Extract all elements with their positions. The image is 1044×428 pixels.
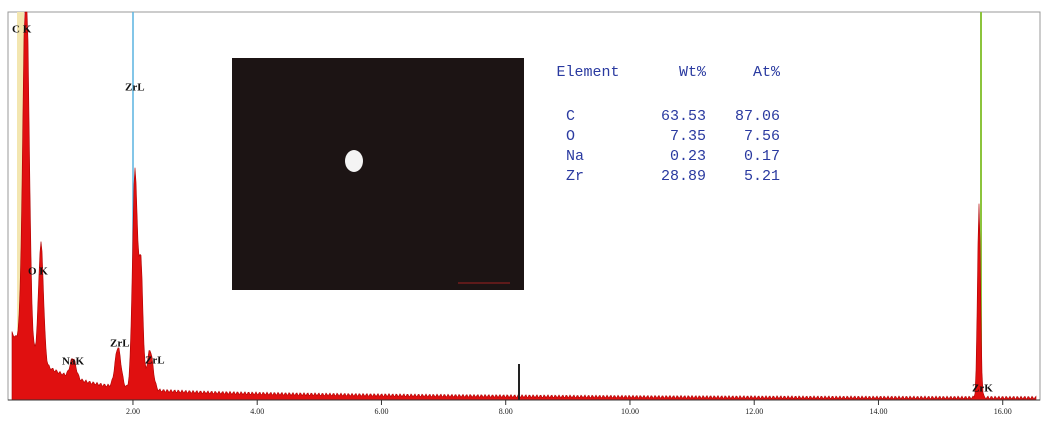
table-cell: Na [566,148,584,165]
x-tick-label: 6.00 [374,407,388,416]
peak-label: ZrL [110,338,130,350]
table-cell: 28.89 [661,168,706,185]
peak-label: ZrL [145,355,165,367]
peak-label: C K [12,24,32,36]
x-tick-label: 4.00 [250,407,264,416]
table-header: Element [556,64,619,81]
peak-label: O K [28,266,48,278]
table-cell: 7.35 [670,128,706,145]
table-cell: 7.56 [744,128,780,145]
table-header: At% [753,64,781,81]
peak-label: ZrK [972,383,993,395]
table-header: Wt% [679,64,707,81]
chart: 2.00 4.00 6.00 8.00 10.00 12.00 14.00 16.00 C K Z… [0,0,1044,423]
x-tick-label: 8.00 [499,407,513,416]
x-tick-label: 12.00 [745,407,763,416]
table-cell: 87.06 [735,108,780,125]
table-cell: O [566,128,575,145]
table-cell: 5.21 [744,168,780,185]
table-cell: 63.53 [661,108,706,125]
peak-label: NaK [62,356,84,368]
table-cell: Zr [566,168,584,185]
x-tick-label: 10.00 [621,407,639,416]
peak-label: ZrL [125,82,145,94]
table-cell: 0.23 [670,148,706,165]
x-tick-label: 16.00 [994,407,1012,416]
table-cell: C [566,108,575,125]
table-cell: 0.17 [744,148,780,165]
x-tick-label: 14.00 [869,407,887,416]
inset-image [232,58,524,290]
x-tick-label: 2.00 [126,407,140,416]
particle [345,150,363,172]
